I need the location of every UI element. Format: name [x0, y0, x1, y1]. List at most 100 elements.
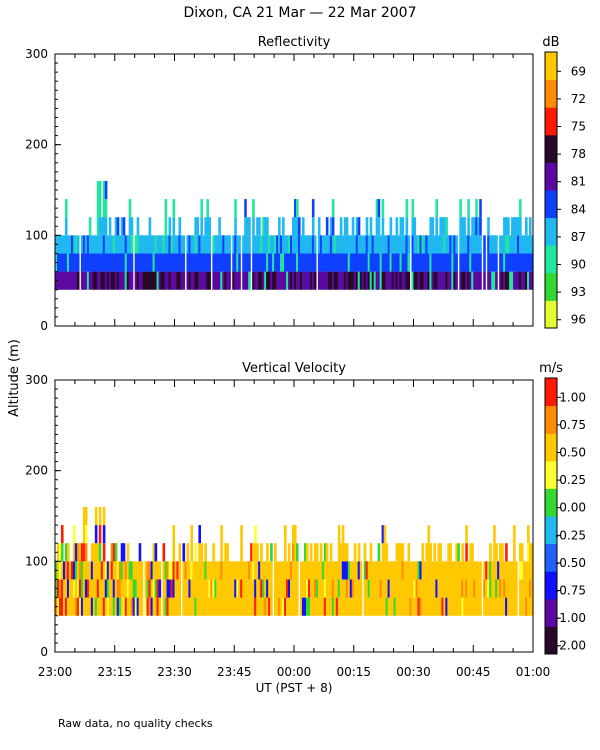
reflectivity-data-cell [307, 271, 311, 290]
velocity-data-cell [467, 561, 470, 580]
velocity-colorbar-swatch [545, 571, 557, 600]
velocity-data-cell [134, 579, 138, 598]
reflectivity-data-cell [70, 271, 74, 290]
velocity-data-cell [230, 561, 233, 580]
velocity-data-cell [397, 597, 401, 616]
reflectivity-data-cell [399, 271, 403, 290]
velocity-data-cell [172, 579, 176, 598]
velocity-data-cell [493, 525, 496, 544]
reflectivity-data-cell [212, 271, 215, 290]
reflectivity-data-cell [286, 235, 289, 254]
velocity-data-cell [399, 579, 403, 598]
reflectivity-data-cell [459, 199, 462, 218]
velocity-data-cell [305, 579, 309, 598]
reflectivity-data-cell [278, 235, 281, 254]
reflectivity-data-cell [228, 235, 231, 254]
reflectivity-data-cell [202, 253, 205, 272]
velocity-data-cell [309, 597, 313, 616]
reflectivity-data-cell [284, 235, 287, 254]
velocity-data-cell [154, 597, 158, 616]
velocity-data-cell [294, 525, 297, 544]
reflectivity-data-cell [335, 235, 339, 254]
velocity-data-cell [278, 597, 281, 616]
reflectivity-data-cell [511, 235, 514, 254]
velocity-data-cell [397, 579, 401, 598]
velocity-data-cell [487, 561, 490, 580]
reflectivity-data-cell [489, 271, 492, 290]
reflectivity-data-cell [252, 199, 255, 218]
velocity-y-tick-label: 200 [25, 464, 48, 478]
velocity-data-cell [240, 543, 243, 562]
reflectivity-data-cell [264, 217, 267, 236]
reflectivity-data-cell [172, 199, 176, 218]
reflectivity-colorbar-frame [544, 51, 558, 329]
velocity-data-cell [351, 597, 355, 616]
reflectivity-data-cell [176, 271, 180, 290]
velocity-data-cell [100, 579, 104, 598]
velocity-data-cell [196, 579, 199, 598]
reflectivity-data-cell [417, 271, 421, 290]
velocity-data-cell [222, 579, 225, 598]
velocity-data-cell [96, 597, 100, 616]
reflectivity-data-cell [387, 271, 391, 290]
velocity-data-cell [439, 597, 442, 616]
reflectivity-data-cell [278, 271, 281, 290]
velocity-data-cell [292, 525, 295, 544]
velocity-data-cell [268, 579, 271, 598]
reflectivity-data-cell [405, 253, 409, 272]
reflectivity-data-cell [162, 253, 166, 272]
velocity-data-cell [288, 579, 291, 598]
reflectivity-data-cell [76, 271, 80, 290]
velocity-data-cell [493, 579, 496, 598]
reflectivity-data-cell [118, 235, 122, 254]
velocity-data-cell [447, 543, 450, 562]
velocity-data-cell [387, 597, 391, 616]
reflectivity-data-cell [262, 253, 265, 272]
reflectivity-data-cell [431, 253, 435, 272]
reflectivity-data-cell [164, 217, 168, 236]
velocity-data-cell [230, 597, 233, 616]
reflectivity-data-cell [58, 253, 62, 272]
reflectivity-data-cell [102, 253, 106, 272]
reflectivity-data-cell [196, 271, 199, 290]
reflectivity-data-cell [295, 199, 299, 218]
velocity-data-cell [114, 561, 118, 580]
velocity-data-cell [206, 597, 209, 616]
reflectivity-data-cell [353, 253, 357, 272]
velocity-data-cell [391, 579, 395, 598]
reflectivity-data-cell [391, 271, 395, 290]
reflectivity-data-cell [317, 253, 321, 272]
velocity-data-cell [66, 561, 70, 580]
velocity-data-cell [270, 579, 273, 598]
reflectivity-data-cell [226, 235, 229, 254]
reflectivity-data-cell [98, 217, 102, 236]
velocity-data-cell [172, 525, 176, 544]
velocity-data-cell [447, 579, 450, 598]
velocity-data-cell [152, 561, 156, 580]
velocity-data-cell [425, 597, 429, 616]
reflectivity-data-cell [325, 235, 329, 254]
velocity-y-tick-label: 300 [25, 373, 48, 387]
reflectivity-data-cell [305, 271, 309, 290]
reflectivity-data-cell [475, 253, 478, 272]
reflectivity-data-cell [511, 271, 514, 290]
velocity-data-cell [331, 561, 335, 580]
velocity-data-cell [317, 597, 321, 616]
reflectivity-data-cell [299, 253, 303, 272]
reflectivity-data-cell [439, 271, 442, 290]
reflectivity-data-cell [244, 271, 247, 290]
reflectivity-data-cell [276, 271, 279, 290]
velocity-data-cell [513, 561, 516, 580]
velocity-data-cell [439, 543, 442, 562]
velocity-data-cell [335, 561, 339, 580]
reflectivity-data-cell [188, 271, 192, 290]
reflectivity-data-cell [393, 271, 397, 290]
velocity-data-cell [373, 597, 377, 616]
reflectivity-data-cell [353, 235, 357, 254]
velocity-data-cell [78, 579, 82, 598]
velocity-data-cell [60, 525, 64, 544]
velocity-data-cell [333, 579, 337, 598]
velocity-data-cell [325, 597, 329, 616]
reflectivity-data-cell [453, 235, 456, 254]
velocity-data-cell [495, 579, 498, 598]
